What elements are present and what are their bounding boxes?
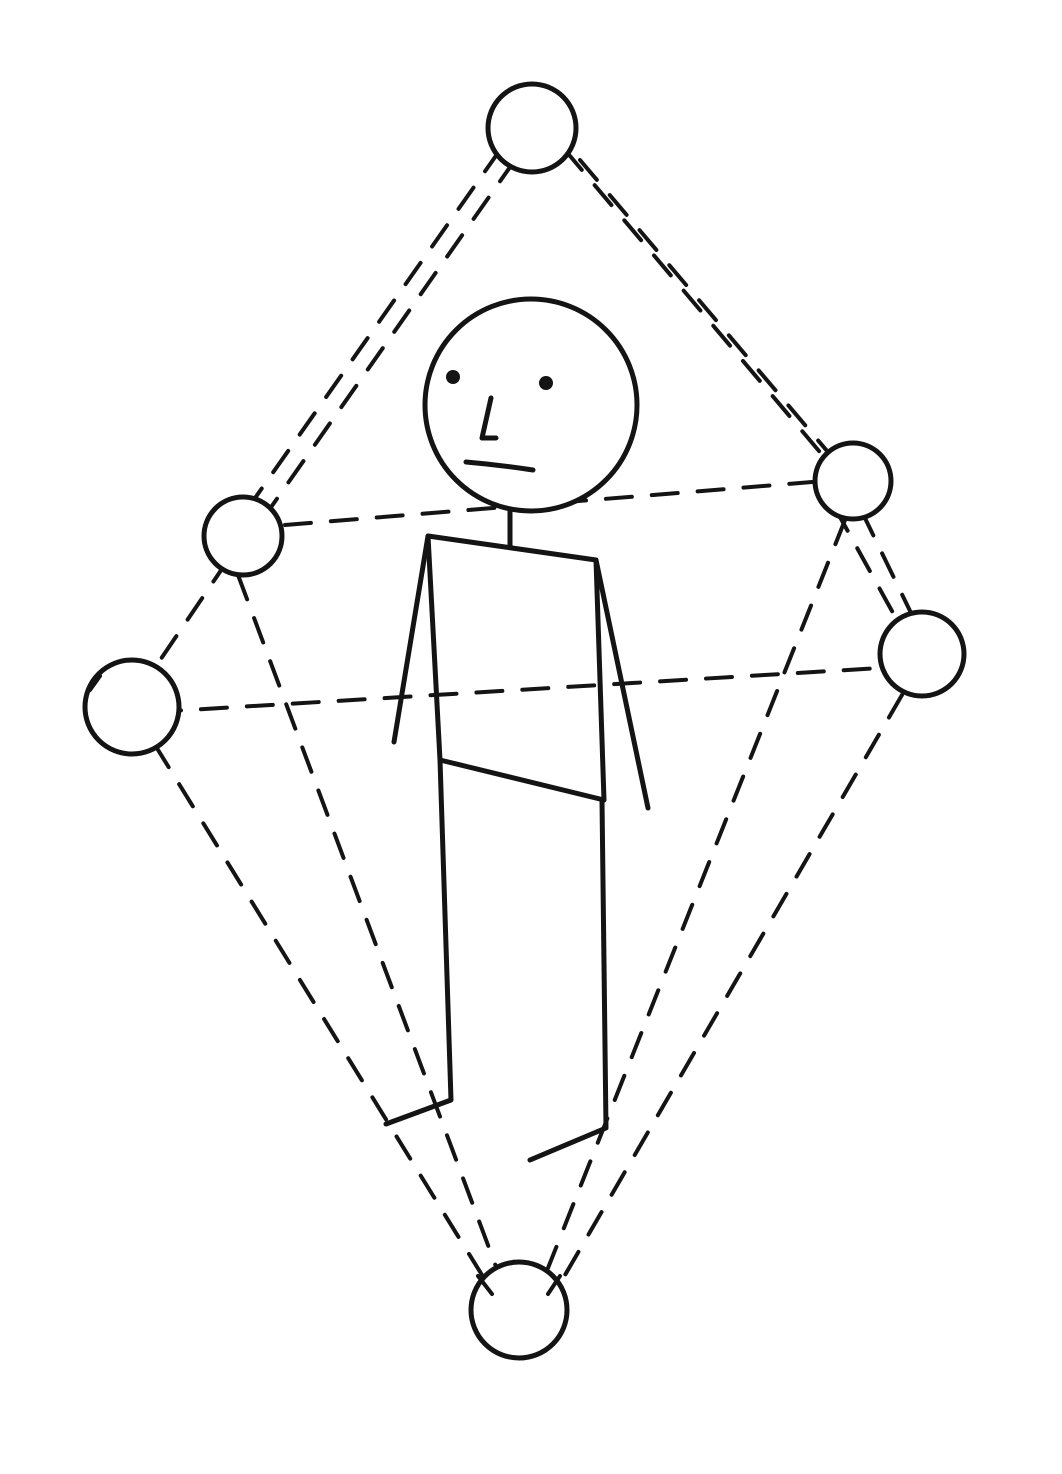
node-bottom: [468, 1259, 570, 1361]
edge-lower-left-bottom: [153, 743, 484, 1277]
node-bottom-left-tick: [476, 1274, 494, 1296]
stick-figure: [383, 296, 651, 1163]
edge-upper-right-lower-right: [860, 510, 914, 617]
node-top: [485, 81, 579, 175]
edge-lower-right-bottom: [563, 693, 904, 1277]
edge-top-upper-right: [563, 148, 837, 472]
edge-lower-left-lower-right: [153, 666, 882, 714]
node-lower-right: [877, 609, 967, 699]
edge-top-upper-left: [246, 148, 502, 510]
node-upper-left: [201, 494, 285, 578]
figure-right-leg: [527, 797, 609, 1163]
figure-head: [422, 296, 640, 514]
edge-upper-right-bottom: [546, 518, 847, 1270]
node-bottom-right-tick: [546, 1274, 562, 1296]
figure-left-leg: [383, 757, 454, 1127]
figure-torso: [425, 533, 607, 803]
edge-top-upper-right-second-stroke: [578, 158, 852, 480]
figure-left-arm: [391, 533, 431, 745]
edge-upper-left-lower-left: [146, 558, 230, 680]
figure-mouth: [463, 459, 536, 473]
node-upper-right: [812, 440, 894, 522]
edge-layer: [146, 148, 914, 1277]
figure-nose: [479, 395, 499, 441]
edge-upper-right-lower-right-second-stroke: [833, 506, 910, 642]
edge-top-upper-left-second-stroke: [260, 158, 517, 522]
edge-upper-left-upper-right: [283, 480, 814, 527]
node-lower-left-tick: [88, 674, 102, 692]
figure-left-eye: [446, 370, 460, 384]
node-layer: [82, 81, 967, 1361]
edge-upper-left-bottom: [236, 573, 500, 1274]
figure-right-eye: [539, 376, 553, 390]
node-lower-left: [82, 657, 182, 757]
figure-right-arm: [593, 557, 651, 811]
